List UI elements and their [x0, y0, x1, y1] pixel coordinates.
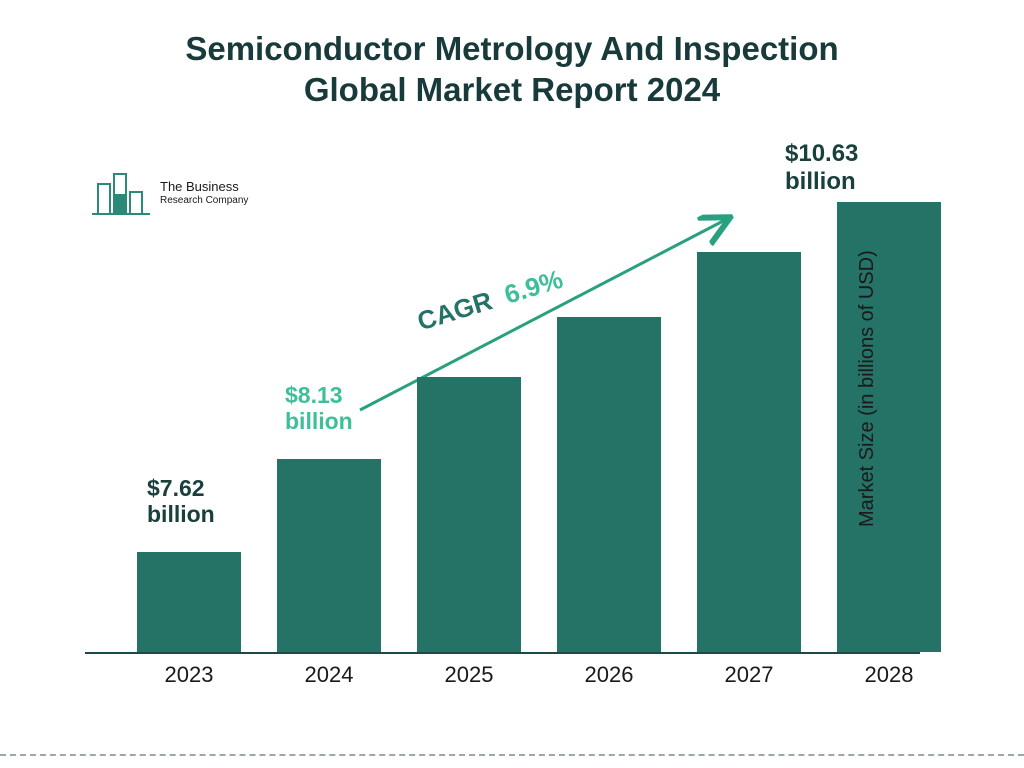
xlabel-2023: 2023	[165, 662, 214, 688]
page-root: Semiconductor Metrology And Inspection G…	[0, 0, 1024, 768]
value-label-0: $7.62billion	[147, 475, 215, 528]
bar-2027	[697, 252, 801, 652]
bar-2025	[417, 377, 521, 652]
page-title: Semiconductor Metrology And Inspection G…	[0, 28, 1024, 111]
bar-2026	[557, 317, 661, 652]
footer-divider	[0, 754, 1024, 756]
bar-chart: CAGR 6.9% 202320242025202620272028 $7.62…	[85, 185, 920, 690]
title-line-1: Semiconductor Metrology And Inspection	[185, 30, 838, 67]
xlabel-2028: 2028	[865, 662, 914, 688]
bar-2028	[837, 202, 941, 652]
bar-2023	[137, 552, 241, 652]
xlabel-2026: 2026	[585, 662, 634, 688]
xlabel-2024: 2024	[305, 662, 354, 688]
xlabel-2027: 2027	[725, 662, 774, 688]
y-axis-label: Market Size (in billions of USD)	[856, 250, 879, 527]
value-label-1: $8.13billion	[285, 382, 353, 435]
value-label-2: $10.63 billion	[785, 140, 920, 195]
title-line-2: Global Market Report 2024	[304, 71, 720, 108]
bar-2024	[277, 459, 381, 652]
arrow-line	[360, 220, 725, 410]
xlabel-2025: 2025	[445, 662, 494, 688]
